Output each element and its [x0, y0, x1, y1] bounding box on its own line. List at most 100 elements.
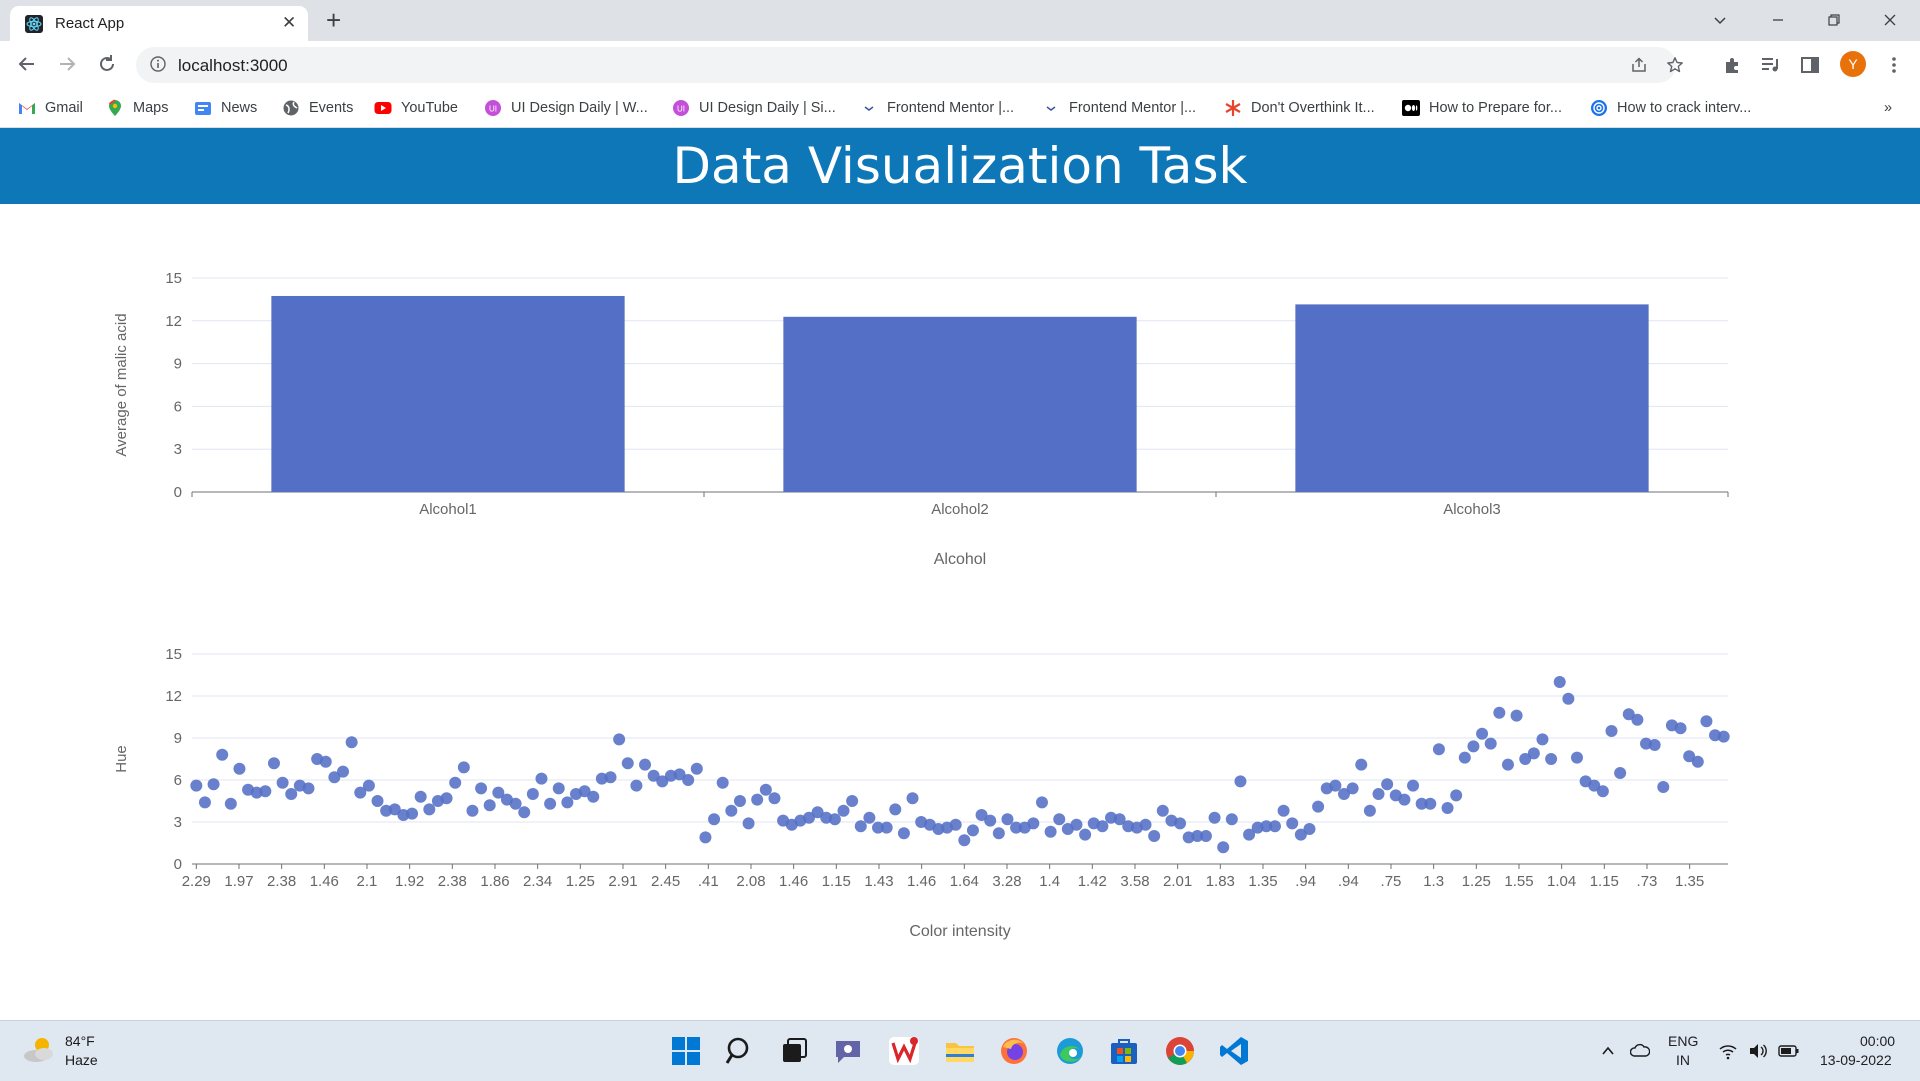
tab-close-icon[interactable]: ✕	[282, 13, 297, 32]
new-tab-button[interactable]: +	[326, 5, 342, 35]
bookmark-events[interactable]: Events	[282, 97, 353, 119]
forward-icon[interactable]	[56, 53, 78, 75]
scatter-point	[492, 786, 505, 799]
onedrive-icon[interactable]	[1630, 1042, 1650, 1058]
side-panel-icon[interactable]	[1800, 55, 1820, 75]
x-tick-label: 2.01	[1163, 873, 1192, 890]
restore-icon[interactable]	[1826, 12, 1842, 28]
scatter-chart: 0 3 6 9 12 15 Hue 2.29 1.97 2.38 1.46 2.1 1.92 2.38 1.…	[113, 646, 1730, 940]
y-tick-label: 3	[174, 814, 182, 831]
bookmark-label: Events	[309, 100, 354, 116]
scatter-point	[1476, 727, 1489, 740]
scatter-point	[1717, 730, 1730, 743]
y-tick-label: 9	[174, 356, 182, 373]
asterisk-icon	[1225, 100, 1241, 116]
y-tick-label: 6	[174, 772, 182, 789]
windows-taskbar: 84°F Haze ENG IN 00:00 13-09-2022	[0, 1020, 1920, 1081]
bookmark-ui-design-daily-2[interactable]: UI UI Design Daily | Si...	[672, 97, 836, 119]
scatter-point	[966, 824, 979, 837]
chevron-up-icon[interactable]	[1600, 1043, 1616, 1059]
firefox-icon[interactable]	[998, 1035, 1030, 1067]
scatter-point	[1398, 793, 1411, 806]
bookmark-how-to-prepare[interactable]: How to Prepare for...	[1402, 97, 1562, 119]
bookmark-frontend-mentor-2[interactable]: Frontend Mentor |...	[1042, 97, 1196, 119]
scatter-point	[526, 788, 539, 800]
media-control-icon[interactable]	[1760, 55, 1780, 75]
x-tick-label: 1.42	[1078, 873, 1107, 890]
scatter-point	[1527, 747, 1540, 760]
bookmark-news[interactable]: News	[194, 97, 257, 119]
bookmark-star-icon[interactable]	[1666, 56, 1684, 74]
reload-icon[interactable]	[96, 53, 118, 75]
chrome-icon[interactable]	[1164, 1035, 1196, 1067]
edge-icon[interactable]	[1054, 1035, 1086, 1067]
windows-start-icon[interactable]	[670, 1035, 702, 1067]
scatter-point	[345, 736, 358, 749]
x-tick-label: 3.58	[1120, 873, 1149, 890]
tab-react-app[interactable]: React App ✕	[10, 6, 308, 41]
clock-date[interactable]: 13-09-2022	[1820, 1052, 1892, 1068]
tab-search-icon[interactable]	[1712, 12, 1728, 28]
scatter-point	[1381, 778, 1394, 791]
scatter-point	[630, 779, 643, 792]
scatter-point	[1510, 709, 1523, 722]
bookmark-frontend-mentor-1[interactable]: Frontend Mentor |...	[860, 97, 1014, 119]
y-tick-label: 6	[174, 398, 182, 415]
bookmark-dont-overthink[interactable]: Don't Overthink It...	[1224, 97, 1375, 119]
medium-icon	[1402, 100, 1420, 116]
bookmarks-overflow-label: »	[1884, 100, 1893, 116]
bookmark-youtube[interactable]: YouTube	[374, 97, 458, 119]
scatter-point	[716, 776, 729, 789]
bookmarks-overflow-button[interactable]: »	[1884, 97, 1892, 119]
bar-chart: 0 3 6 9 12 15 Average of malic acid Alcohol1 Alc…	[113, 270, 1729, 568]
language-indicator[interactable]: ENG	[1668, 1033, 1699, 1049]
scatter-point	[742, 817, 755, 830]
scatter-point	[190, 779, 203, 792]
extensions-icon[interactable]	[1722, 55, 1742, 75]
minimize-icon[interactable]	[1770, 12, 1786, 28]
bookmark-how-to-crack[interactable]: How to crack interv...	[1590, 97, 1751, 119]
back-icon[interactable]	[16, 53, 38, 75]
bookmark-gmail[interactable]: Gmail	[18, 97, 83, 119]
x-tick-label: .94	[1338, 873, 1359, 890]
volume-icon[interactable]	[1748, 1042, 1768, 1060]
address-bar[interactable]: localhost:3000	[136, 47, 1683, 83]
scatter-point	[656, 775, 669, 788]
y-tick-label: 0	[174, 484, 182, 501]
menu-kebab-icon[interactable]	[1884, 55, 1904, 75]
bookmark-ui-design-daily-1[interactable]: UI UI Design Daily | W...	[484, 97, 648, 119]
scatter-point	[224, 797, 237, 810]
scatter-point	[285, 788, 298, 800]
y-axis-label: Average of malic acid	[113, 313, 130, 456]
info-icon[interactable]	[150, 56, 166, 72]
vscode-icon[interactable]	[1218, 1035, 1250, 1067]
profile-avatar[interactable]: Y	[1840, 51, 1866, 77]
microsoft-store-icon[interactable]	[1108, 1035, 1140, 1067]
scatter-point	[690, 762, 703, 775]
file-explorer-icon[interactable]	[944, 1035, 976, 1067]
scatter-point	[1407, 779, 1420, 792]
bookmark-maps[interactable]: Maps	[106, 97, 168, 119]
x-tick-label: Alcohol3	[1443, 501, 1501, 518]
wifi-icon[interactable]	[1718, 1042, 1738, 1060]
clock-time[interactable]: 00:00	[1860, 1033, 1896, 1049]
scatter-point	[1199, 830, 1212, 842]
scatter-point	[889, 803, 902, 816]
task-view-icon[interactable]	[778, 1035, 810, 1067]
scatter-point	[233, 762, 246, 775]
close-window-icon[interactable]	[1882, 12, 1898, 28]
y-tick-label: 3	[174, 441, 182, 458]
scatter-point	[552, 782, 565, 795]
teams-chat-icon[interactable]	[832, 1035, 864, 1067]
x-tick-label: 2.45	[651, 873, 680, 890]
scatter-point	[267, 757, 280, 770]
scatter-point	[1441, 802, 1454, 814]
search-icon[interactable]	[724, 1035, 756, 1067]
scatter-point	[1070, 818, 1083, 831]
battery-icon[interactable]	[1778, 1042, 1800, 1060]
scatter-point	[1674, 722, 1687, 735]
scatter-point	[1614, 767, 1627, 779]
share-icon[interactable]	[1630, 56, 1648, 74]
wps-office-icon[interactable]	[888, 1035, 920, 1067]
weather-haze-icon[interactable]	[22, 1035, 56, 1065]
